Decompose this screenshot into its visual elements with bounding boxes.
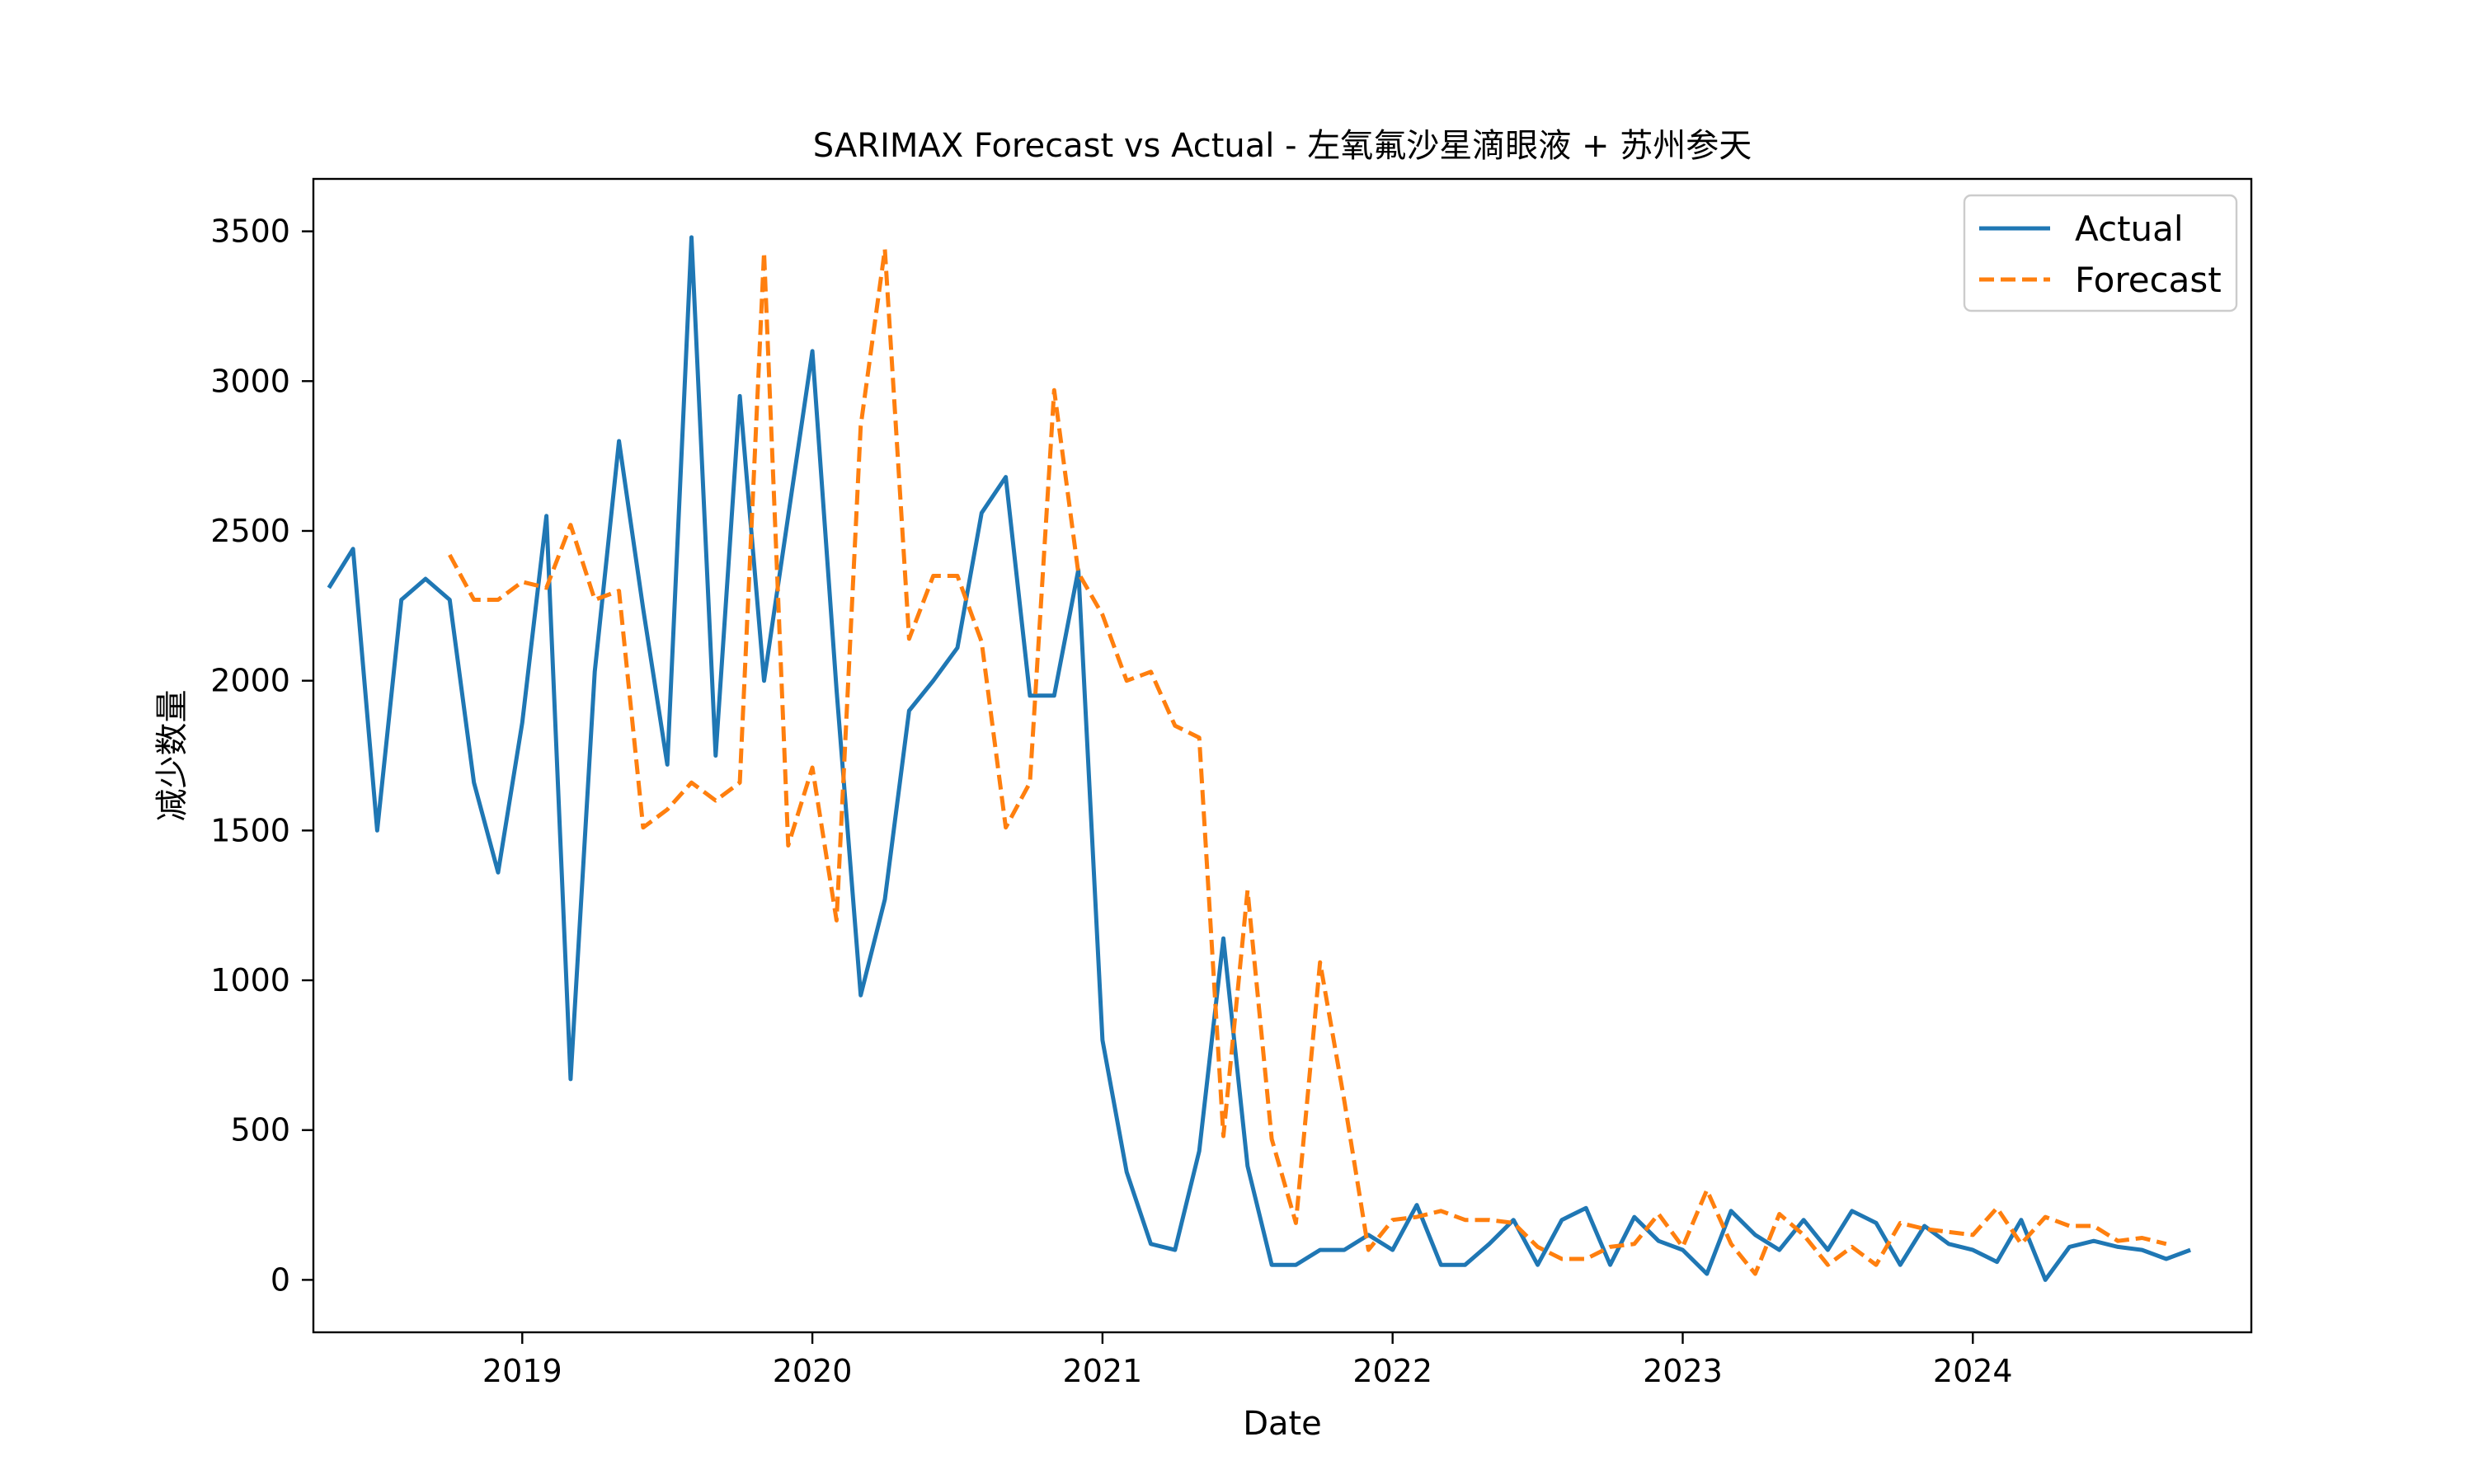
y-tick-label-3500: 3500 <box>210 214 290 250</box>
legend-label-actual: Actual <box>2075 209 2184 249</box>
plot-area <box>313 179 2251 1332</box>
y-tick-label-3000: 3000 <box>210 363 290 399</box>
x-axis-title: Date <box>1243 1405 1322 1443</box>
y-tick-label-500: 500 <box>230 1112 290 1148</box>
x-tick-label-2024: 2024 <box>1933 1353 2013 1389</box>
x-tick-label-2023: 2023 <box>1643 1353 1723 1389</box>
y-tick-label-2000: 2000 <box>210 663 290 699</box>
y-tick-label-0: 0 <box>270 1261 290 1298</box>
y-tick-label-1000: 1000 <box>210 962 290 998</box>
y-axis-title: 减少数量 <box>153 690 191 822</box>
x-tick-label-2022: 2022 <box>1352 1353 1432 1389</box>
y-tick-label-1500: 1500 <box>210 812 290 848</box>
x-tick-label-2020: 2020 <box>773 1353 853 1389</box>
y-tick-label-2500: 2500 <box>210 513 290 549</box>
chart-title: SARIMAX Forecast vs Actual - 左氧氟沙星滴眼液 + … <box>813 127 1752 165</box>
legend-label-forecast: Forecast <box>2075 260 2222 300</box>
x-tick-label-2019: 2019 <box>482 1353 562 1389</box>
legend: Actual Forecast <box>1964 195 2236 311</box>
x-tick-label-2021: 2021 <box>1063 1353 1143 1389</box>
